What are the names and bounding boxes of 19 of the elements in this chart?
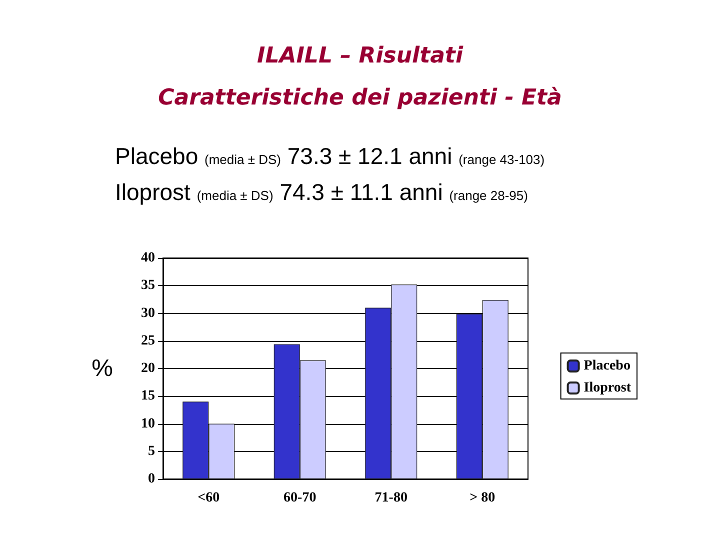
x-tick-label: > 80 <box>470 490 496 506</box>
text: Placebo (media ± DS) 73.3 ± 12.1 anni (range 43-103) <box>115 143 545 169</box>
y-tick-label: 35 <box>141 278 155 294</box>
x-tick-label: 71-80 <box>374 490 408 506</box>
chart-title: ILAILL – Risultati Caratteristiche dei pazienti - Età <box>158 44 562 110</box>
legend-label: Iloprost <box>584 380 632 396</box>
x-tick-label: <60 <box>198 490 220 506</box>
y-axis-title: % <box>92 355 113 382</box>
y-tick-label: 10 <box>141 416 155 432</box>
y-tick-label: 15 <box>141 388 155 404</box>
x-tick-label: 60-70 <box>284 490 316 506</box>
y-tick-label: 0 <box>148 472 155 486</box>
y-tick-label: 5 <box>148 444 155 459</box>
text: Iloprost (media ± DS) 74.3 ± 11.1 anni (range 28-95) <box>115 179 528 205</box>
legend-label: Placebo <box>584 358 630 374</box>
y-tick-label: 25 <box>141 333 155 348</box>
y-tick-label: 20 <box>141 361 155 376</box>
y-tick-label: 40 <box>141 250 155 266</box>
y-tick-label: 30 <box>141 306 155 321</box>
